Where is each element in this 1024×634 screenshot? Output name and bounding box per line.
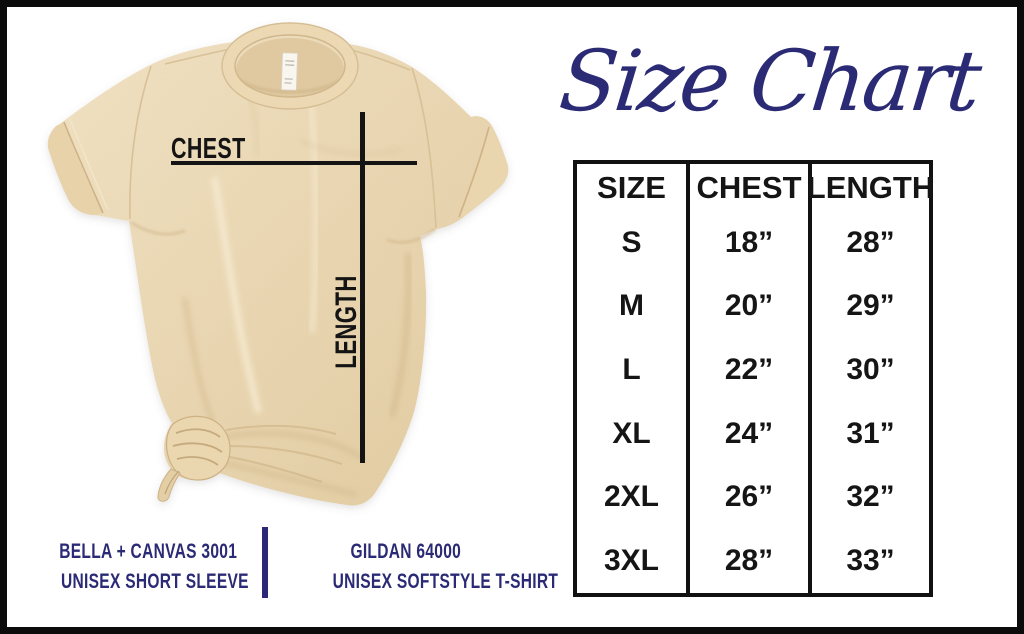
table-cell-length: 33” bbox=[846, 544, 895, 578]
bella-canvas-label: BELLA + CANVAS 3001 UNISEX SHORT SLEEVE bbox=[59, 540, 249, 593]
left-sleeve-cuff bbox=[47, 118, 109, 215]
page-title: Size Chart bbox=[555, 32, 984, 130]
col-header-size: SIZE bbox=[577, 164, 690, 211]
right-sleeve-seam bbox=[411, 67, 437, 229]
table-cell-chest: 18” bbox=[690, 211, 812, 275]
right-sleeve-cuff bbox=[458, 126, 509, 218]
table-cell-size: 3XL bbox=[577, 529, 690, 593]
table-cell-chest: 28” bbox=[690, 529, 812, 593]
table-cell-chest: 26” bbox=[690, 465, 812, 530]
table-cell-chest: 24” bbox=[690, 402, 812, 466]
chest-measurement-line bbox=[171, 161, 417, 165]
table-cell-chest: 22” bbox=[690, 338, 812, 402]
table-cell-chest: 20” bbox=[690, 274, 812, 339]
table-cell-length: 28” bbox=[846, 225, 895, 259]
col-header-chest: CHEST bbox=[690, 164, 812, 211]
chest-measurement-label: CHEST bbox=[171, 133, 246, 165]
table-cell-length: 30” bbox=[846, 353, 895, 387]
table-cell-size: S bbox=[577, 211, 690, 275]
brand-tag-icon bbox=[280, 52, 298, 91]
knot bbox=[157, 415, 343, 502]
table-cell-length: 29” bbox=[846, 289, 895, 323]
tshirt bbox=[47, 22, 509, 506]
table-cell-size: 2XL bbox=[577, 465, 690, 530]
footer-divider bbox=[262, 527, 268, 598]
col-header-length: LENGTH bbox=[806, 169, 935, 205]
size-chart-table: SIZE CHEST LENGTH S 18” 28” M 20” 29” L … bbox=[573, 160, 935, 597]
length-measurement-line bbox=[360, 112, 365, 463]
table-cell-size: M bbox=[577, 274, 690, 339]
table-cell-length: 31” bbox=[846, 416, 895, 450]
table-cell-size: L bbox=[577, 338, 690, 402]
table-cell-size: XL bbox=[577, 402, 690, 466]
collar bbox=[221, 22, 359, 110]
gildan-label: GILDAN 64000 UNISEX SOFTSTYLE T-SHIRT bbox=[332, 540, 559, 593]
table-cell-length: 32” bbox=[846, 480, 895, 514]
left-sleeve-seam bbox=[129, 65, 152, 220]
